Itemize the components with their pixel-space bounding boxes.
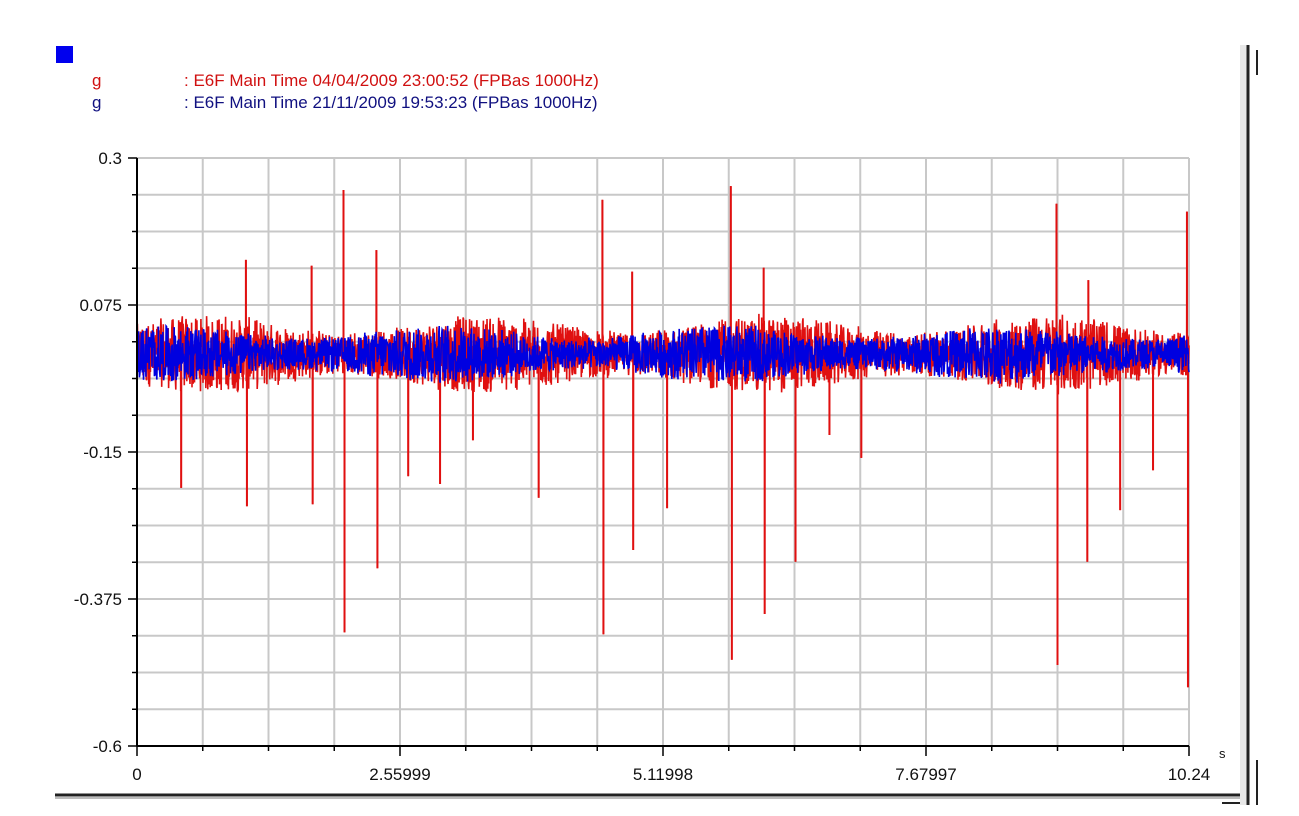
grid	[137, 157, 1190, 746]
y-tick-label: 0.075	[79, 296, 122, 315]
series-line-1	[136, 323, 1190, 384]
legend-symbol: g	[92, 71, 102, 90]
y-tick-label: 0.3	[98, 149, 122, 168]
axes: 0.3 0.075 -0.15 -0.375 -0.6 0 2.55999 5.11998 7.…	[74, 149, 1210, 784]
x-axis-unit: s	[1219, 746, 1226, 761]
x-tick-label: 0	[132, 765, 141, 784]
x-tick-label: 7.67997	[895, 765, 956, 784]
legend-swatch[interactable]	[56, 46, 73, 63]
x-tick-label: 5.11998	[633, 765, 693, 784]
legend-label: : E6F Main Time 21/11/2009 19:53:23 (FPB…	[184, 93, 598, 112]
y-tick-label: -0.6	[93, 737, 122, 756]
legend-label: : E6F Main Time 04/04/2009 23:00:52 (FPB…	[184, 71, 599, 90]
x-tick-label: 2.55999	[369, 765, 430, 784]
series-layer	[136, 186, 1190, 688]
frame-right-bevel	[1240, 45, 1248, 805]
window-frame	[55, 45, 1258, 805]
y-tick-label: -0.375	[74, 590, 122, 609]
legend-symbol: g	[92, 93, 102, 112]
y-tick-label: -0.15	[83, 443, 122, 462]
x-tick-label: 10.24	[1168, 765, 1211, 784]
